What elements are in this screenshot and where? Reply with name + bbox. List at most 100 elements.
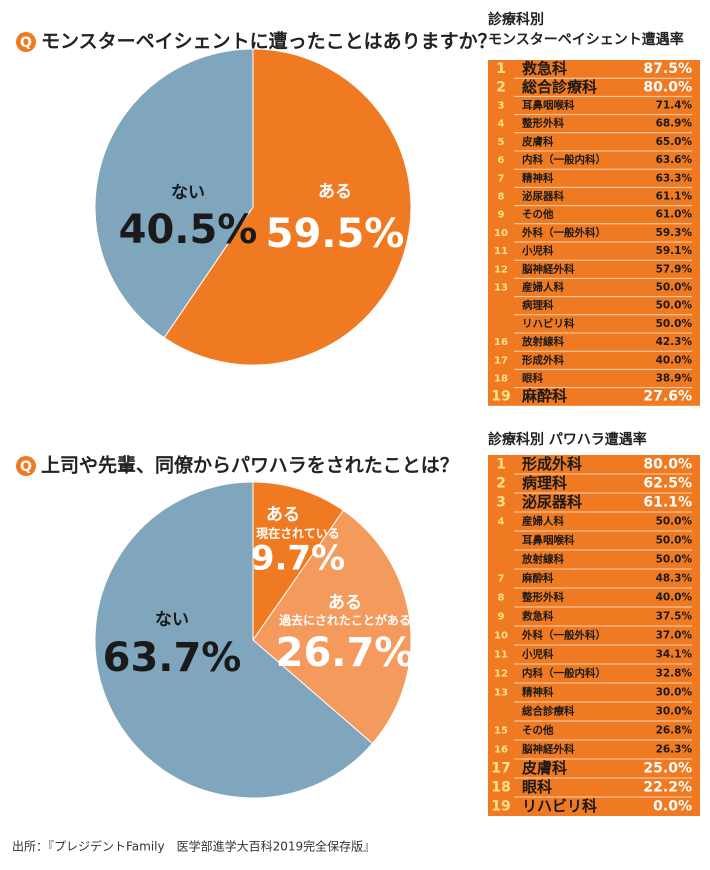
rank: 18 — [494, 374, 508, 385]
rate: 50.0% — [656, 535, 693, 547]
department: 病理科 — [522, 474, 567, 492]
rate: 50.0% — [656, 300, 693, 312]
rank: 12 — [494, 669, 508, 680]
department: 整形外科 — [521, 117, 564, 130]
table-bg — [488, 60, 700, 406]
department: 脳神経外科 — [522, 743, 575, 756]
rank: 15 — [494, 726, 508, 737]
slice-value-label: 40.5% — [119, 207, 258, 253]
rate: 59.3% — [656, 227, 693, 239]
department: 麻酔科 — [521, 387, 567, 405]
table-bg — [488, 455, 700, 816]
rank: 16 — [494, 745, 508, 756]
question-marker — [16, 456, 36, 476]
rate: 30.0% — [656, 687, 693, 699]
rate: 38.9% — [656, 373, 693, 385]
rank: 6 — [498, 155, 505, 166]
rank: 8 — [498, 192, 505, 203]
department: その他 — [522, 724, 554, 737]
rate: 26.8% — [656, 725, 693, 737]
department: 放射線科 — [521, 553, 564, 566]
department: 救急科 — [522, 60, 567, 78]
rate: 42.3% — [656, 336, 693, 348]
department: 外科（一般外科） — [521, 226, 606, 239]
slice-value-label: 9.7% — [251, 539, 345, 579]
rate: 63.3% — [656, 172, 693, 184]
pie-slice — [163, 48, 412, 366]
rate: 26.3% — [656, 744, 693, 756]
rate: 61.0% — [656, 209, 693, 221]
rank: 1 — [496, 61, 506, 77]
rank: 3 — [496, 495, 506, 511]
rate: 59.1% — [656, 245, 693, 257]
slice-sublabel: 過去にされたことがある — [278, 613, 411, 628]
department: 外科（一般外科） — [521, 629, 606, 642]
rank: 2 — [496, 476, 506, 492]
department: 眼科 — [522, 778, 552, 796]
question-marker-text: Q — [20, 35, 32, 51]
department: 内科（一般内科） — [522, 153, 606, 166]
slice-sublabel: 現在されている — [256, 526, 340, 541]
department: 精神科 — [522, 171, 554, 184]
department: 小児科 — [521, 244, 554, 257]
rank: 7 — [498, 173, 505, 184]
rank: 7 — [498, 574, 505, 585]
table-title: 診療科別 — [488, 11, 544, 28]
rate: 71.4% — [656, 100, 693, 112]
rank: 17 — [491, 761, 510, 777]
department: 形成外科 — [522, 455, 582, 473]
slice-category: ある — [328, 593, 362, 613]
rate: 22.2% — [643, 780, 692, 796]
rank: 17 — [494, 355, 508, 366]
department: 精神科 — [522, 686, 554, 699]
department: 総合診療科 — [522, 78, 597, 96]
rank: 8 — [498, 593, 505, 604]
table-title: 診療科別 パワハラ遭遇率 — [488, 431, 647, 448]
rank: 13 — [494, 688, 508, 699]
rank: 1 — [496, 457, 506, 473]
rate: 32.8% — [656, 668, 693, 680]
rank: 4 — [498, 119, 505, 130]
rank: 4 — [498, 517, 505, 528]
department: 小児科 — [521, 648, 554, 661]
source: 出所：『プレジデントFamily 医学部進学大百科2019完全保存版』 — [12, 839, 375, 854]
question: 上司や先輩、同僚からパワハラをされたことは？ — [41, 454, 459, 477]
department: 泌尿器科 — [522, 493, 582, 511]
rate: 61.1% — [656, 191, 693, 203]
rate: 40.0% — [656, 592, 693, 604]
pie-slice — [252, 509, 412, 745]
rate: 87.5% — [643, 61, 692, 77]
rate: 25.0% — [643, 761, 692, 777]
slice-category: ない — [171, 183, 205, 203]
rank: 19 — [491, 389, 510, 405]
rate: 40.0% — [656, 354, 693, 366]
rank: 3 — [498, 101, 505, 112]
rank: 10 — [494, 228, 508, 239]
department: 放射線科 — [521, 335, 564, 348]
rate: 61.1% — [643, 495, 692, 511]
department: 耳鼻咽喉科 — [522, 99, 575, 112]
rank: 9 — [498, 612, 505, 623]
slice-value-label: 26.7% — [276, 630, 415, 676]
rate: 37.0% — [656, 630, 693, 642]
slice-category: ある — [266, 505, 300, 525]
department: 皮膚科 — [522, 759, 567, 777]
rate: 62.5% — [643, 476, 692, 492]
department: 整形外科 — [521, 591, 564, 604]
rate: 65.0% — [656, 136, 693, 148]
rank: 5 — [498, 137, 505, 148]
department: 脳神経外科 — [522, 262, 575, 275]
pie-slice — [94, 48, 254, 339]
question-marker-text: Q — [20, 459, 32, 475]
question: モンスターペイシェントに遭ったことはありますか？ — [41, 31, 497, 53]
department: その他 — [522, 208, 554, 221]
department: 皮膚科 — [521, 135, 554, 148]
rate: 50.0% — [656, 282, 693, 294]
rate: 30.0% — [656, 706, 693, 718]
rate: 50.0% — [656, 554, 693, 566]
department: 病理科 — [522, 299, 554, 312]
rank: 16 — [494, 337, 508, 348]
rank: 9 — [498, 210, 505, 221]
department: 泌尿器科 — [522, 190, 564, 203]
